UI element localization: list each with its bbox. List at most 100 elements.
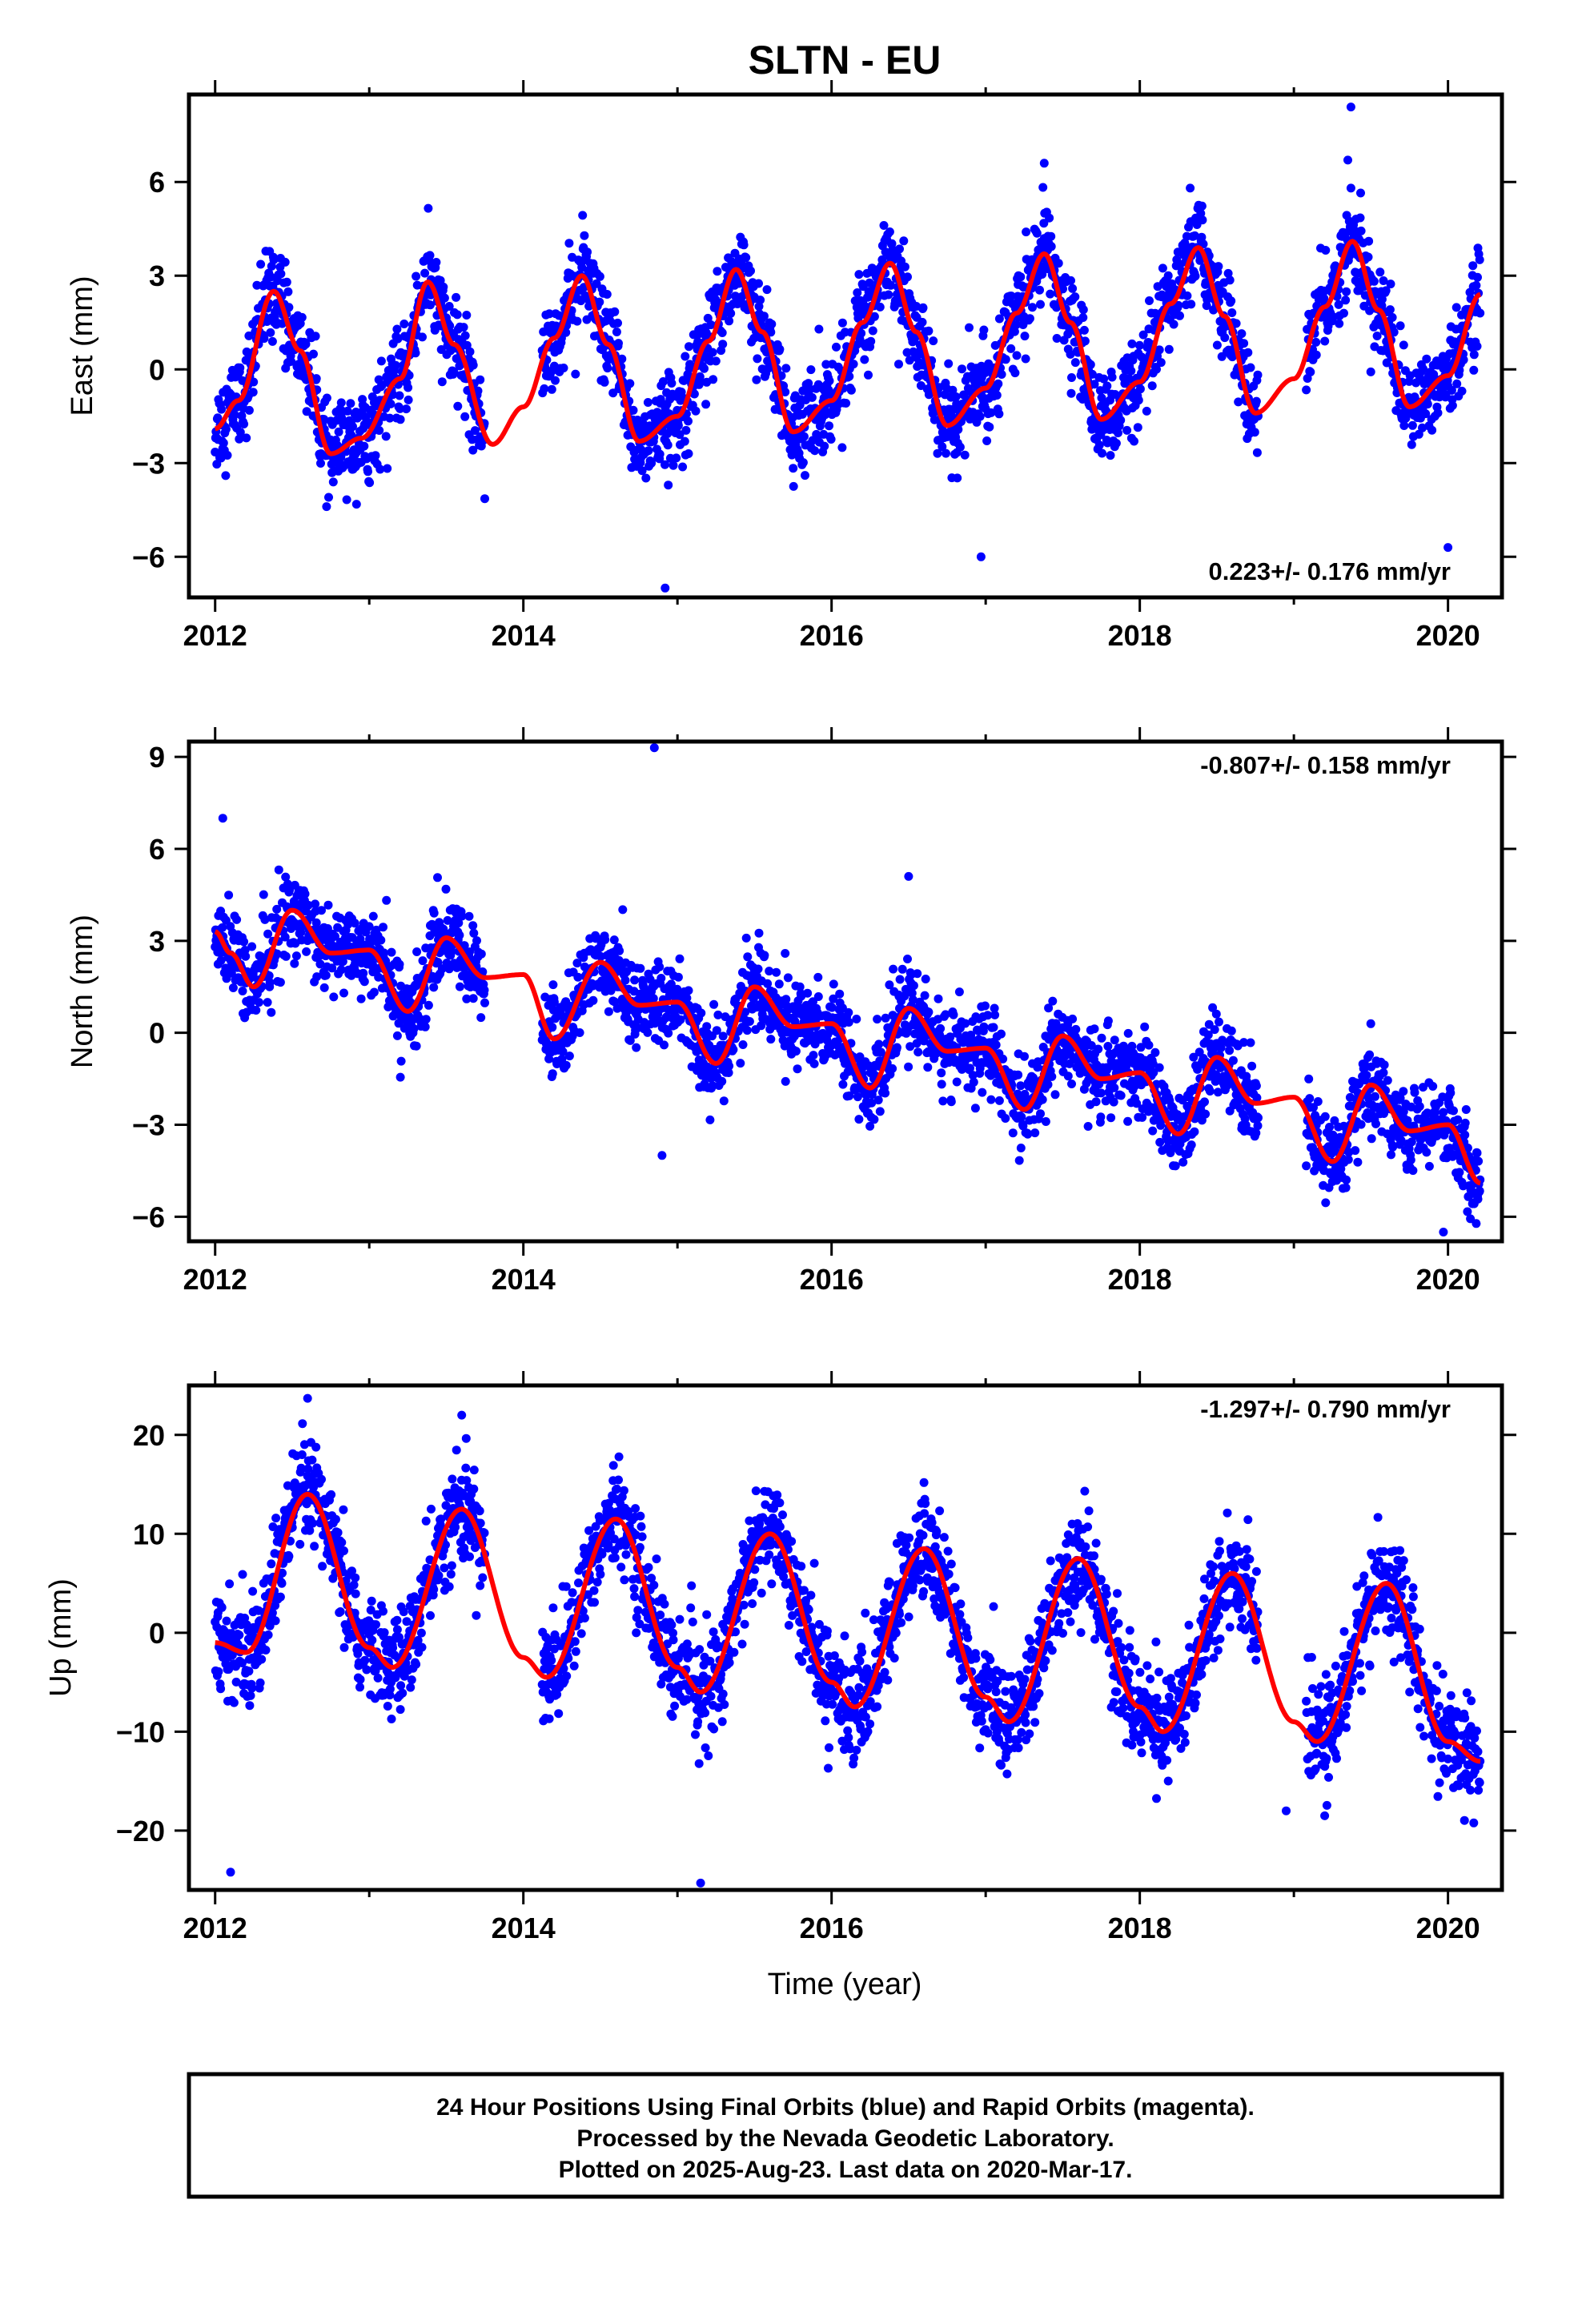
data-point [1253,370,1263,380]
data-point [983,1011,993,1020]
data-point [865,1121,875,1131]
data-point [679,376,689,385]
data-point [1305,1094,1315,1104]
data-point [327,963,337,973]
data-point [1375,267,1385,277]
data-point [1096,1088,1106,1098]
data-point [232,915,242,924]
data-point [1389,328,1399,337]
data-point [949,1010,958,1019]
data-point [336,398,346,408]
data-point [395,959,404,969]
data-point [276,269,286,279]
data-point [1170,1161,1180,1171]
data-point [913,969,922,979]
data-point [291,951,301,961]
data-point [765,967,774,976]
data-point [991,1040,1001,1050]
data-point [480,998,489,1007]
data-point [311,332,320,341]
data-point [559,364,568,372]
data-point [1014,1156,1024,1165]
data-point [375,464,385,474]
data-point [379,923,387,932]
data-point [869,1115,879,1124]
data-point [1058,284,1067,294]
data-point [452,292,461,302]
data-point [1106,1113,1116,1123]
data-point [900,262,909,271]
data-point [400,320,409,328]
data-point [592,279,601,288]
data-point [573,972,583,982]
data-point [1094,1044,1103,1054]
data-point [615,946,624,955]
data-point [1356,226,1366,235]
data-point [1156,358,1166,368]
data-point [673,972,683,982]
data-point [251,1006,261,1015]
data-point [468,360,478,370]
data-point [718,1031,728,1041]
data-point [1225,1046,1235,1055]
data-point [864,370,873,380]
data-point [315,959,325,969]
data-point [920,991,930,1000]
data-point [235,363,245,372]
data-point [449,368,459,377]
data-point [1395,321,1405,331]
data-point [1096,1112,1106,1122]
data-point [1066,275,1075,285]
data-point [600,377,609,387]
data-point [937,1080,946,1089]
data-point [249,377,259,387]
data-point [311,374,321,384]
data-point [791,1047,801,1056]
data-point [216,955,226,965]
data-point [706,320,716,330]
data-point [375,426,384,435]
data-point [1138,1112,1147,1122]
data-point [544,309,554,319]
data-point [1106,451,1115,460]
data-point [383,464,392,473]
data-point [287,356,296,366]
data-point [1302,1161,1311,1171]
data-point [1090,380,1099,389]
data-point [338,957,347,967]
data-point [762,285,772,295]
data-point [1473,272,1482,282]
data-point [455,982,464,991]
data-point [465,947,474,957]
data-point [1052,334,1062,343]
data-point [1086,1041,1096,1050]
data-point [402,404,411,414]
data-point [741,1007,750,1017]
data-point [685,360,695,369]
data-point [1080,336,1090,346]
data-point [1189,1052,1199,1062]
data-point [682,993,692,1003]
data-point [235,434,244,444]
data-point [760,951,769,960]
data-point [280,257,290,267]
data-point [807,392,817,402]
data-point [969,1077,978,1087]
data-point [1343,1155,1353,1164]
data-point [1107,372,1117,382]
data-point [766,1035,776,1044]
data-point [244,331,254,340]
data-point [1306,368,1315,376]
y-tick-label: 0 [149,353,165,386]
data-point [944,359,954,368]
data-point [1010,368,1020,378]
data-point [480,985,489,995]
data-point [643,1027,652,1037]
data-point [1211,1076,1220,1086]
data-point [1116,416,1126,425]
data-point [658,377,668,386]
data-point [853,1092,862,1102]
data-point [1452,303,1461,312]
data-point [396,404,405,413]
